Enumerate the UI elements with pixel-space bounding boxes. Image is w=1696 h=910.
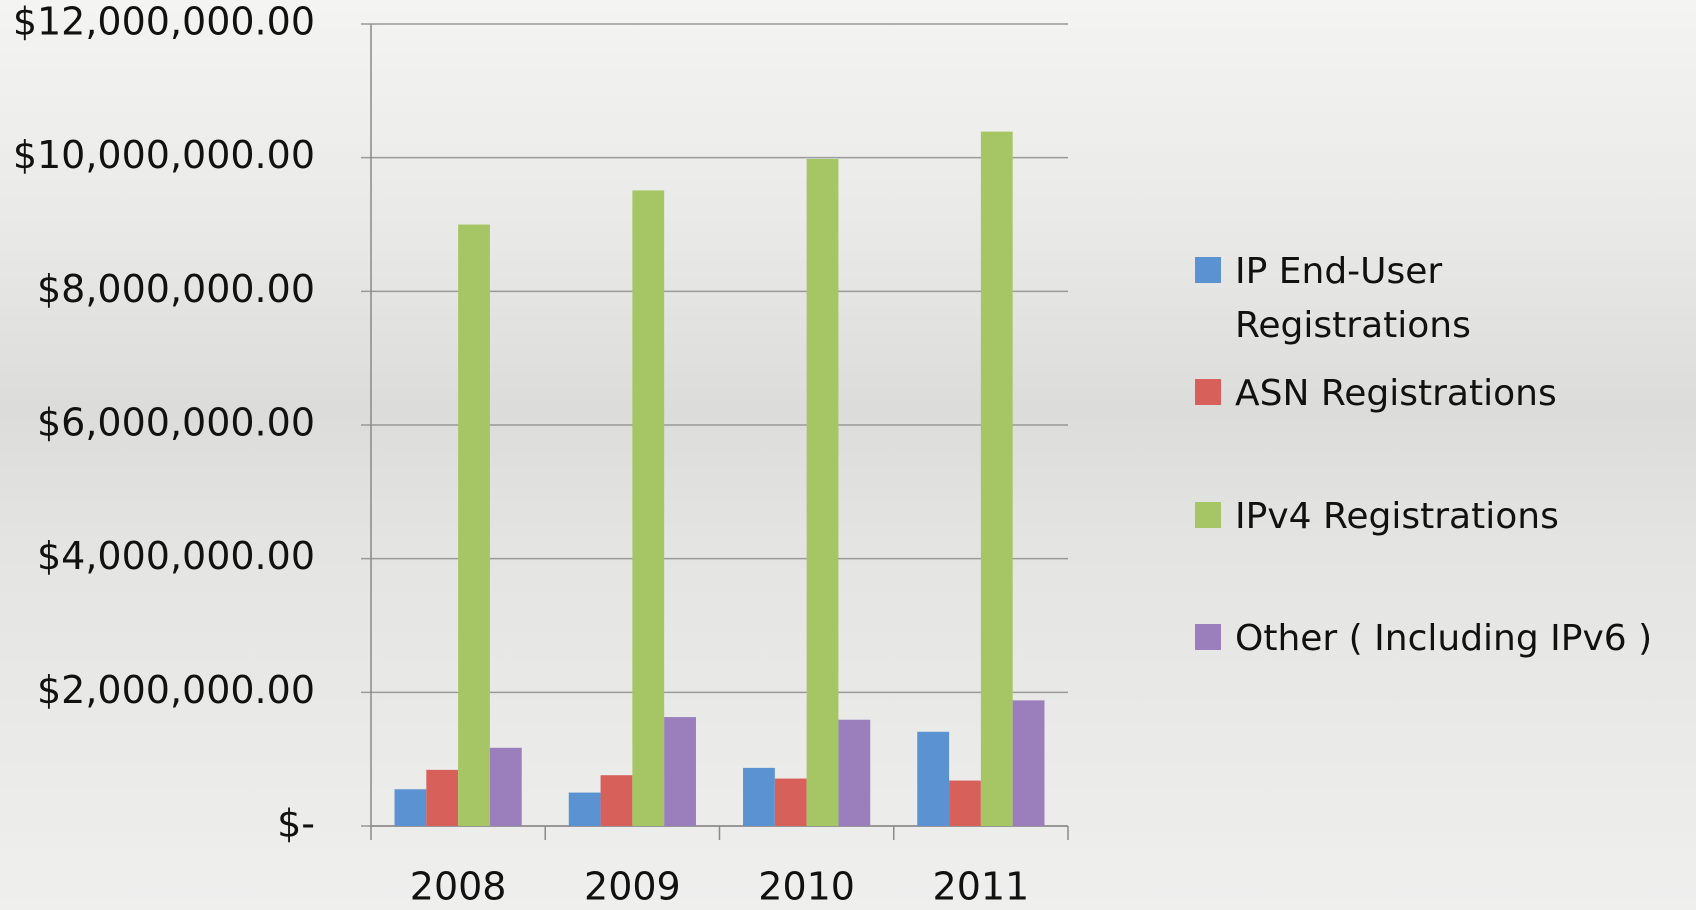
legend-label: IP End-User Registrations (1235, 251, 1471, 346)
bar (743, 767, 775, 826)
x-tick-label: 2010 (758, 865, 855, 909)
bar (632, 190, 665, 827)
y-tick-label: $2,000,000.00 (37, 668, 315, 712)
y-tick-label: $12,000,000.00 (13, 0, 315, 44)
x-tick-label: 2009 (584, 865, 681, 909)
legend-item: Other ( Including IPv6 ) (1195, 612, 1652, 666)
bar (568, 792, 601, 826)
bar (1012, 700, 1045, 826)
bar (458, 224, 490, 826)
y-tick-label: $10,000,000.00 (13, 133, 315, 177)
legend-label: Other ( Including IPv6 ) (1235, 618, 1653, 659)
bar (664, 717, 696, 826)
legend-item: ASN Registrations (1195, 367, 1557, 421)
bar (838, 719, 871, 826)
bar (806, 159, 839, 827)
bar (600, 775, 633, 826)
legend-item: IPv4 Registrations (1195, 490, 1559, 544)
y-tick-label: $6,000,000.00 (37, 401, 315, 445)
bar (394, 789, 427, 826)
bar (774, 778, 807, 826)
legend-swatch (1195, 624, 1221, 650)
legend-swatch (1195, 502, 1221, 528)
y-tick-label: $4,000,000.00 (37, 534, 315, 578)
y-tick-label: $8,000,000.00 (37, 267, 315, 311)
legend-label: IPv4 Registrations (1235, 496, 1559, 537)
bar (426, 769, 459, 826)
bar (949, 780, 981, 826)
x-tick-label: 2011 (933, 865, 1030, 909)
legend-item: IP End-User Registrations (1195, 245, 1485, 353)
legend-swatch (1195, 379, 1221, 405)
bar (917, 731, 950, 826)
bar (980, 131, 1013, 826)
legend-swatch (1195, 257, 1221, 283)
legend-label: ASN Registrations (1235, 373, 1557, 414)
y-tick-label: $- (277, 802, 315, 846)
x-tick-label: 2008 (410, 865, 507, 909)
bar (489, 747, 522, 826)
